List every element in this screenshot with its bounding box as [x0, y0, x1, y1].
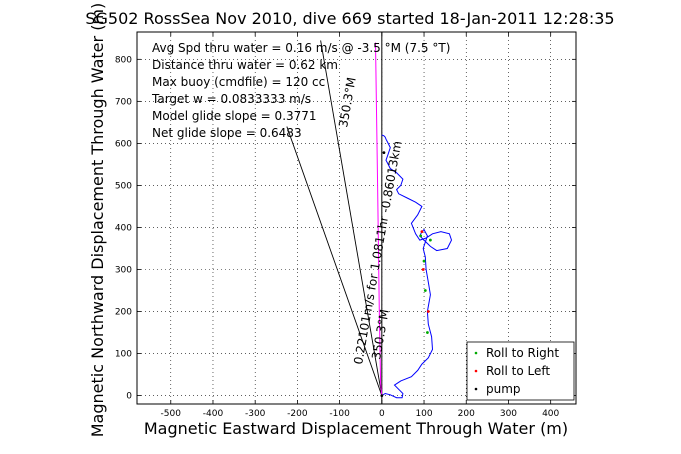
- y-tick-label: 200: [115, 308, 132, 318]
- annotation-target-w: Target w = 0.0833333 m/s: [151, 92, 311, 106]
- ticks: -500 -400 -300 -200 -100 0 100 200 300 400 0 100 200…: [115, 32, 576, 419]
- markers: [380, 151, 432, 397]
- x-tick-label: -500: [161, 409, 182, 419]
- y-tick-label: 500: [115, 181, 132, 191]
- marker-roll-left: [421, 268, 425, 271]
- x-tick-label: 400: [542, 409, 559, 419]
- legend-pump: pump: [486, 382, 521, 396]
- marker-pump: [380, 394, 384, 397]
- legend-roll-left: Roll to Left: [486, 364, 550, 378]
- legend-marker-roll-right: [474, 351, 478, 355]
- annotation-model-glide: Model glide slope = 0.3771: [152, 109, 317, 123]
- vectors: [286, 40, 383, 396]
- x-tick-label: -400: [203, 409, 224, 419]
- marker-roll-left: [426, 310, 430, 313]
- y-tick-label: 300: [115, 265, 132, 275]
- x-tick-label: -300: [245, 409, 266, 419]
- annotation-max-buoy: Max buoy (cmdfile) = 120 cc: [152, 75, 325, 89]
- current-vector: [320, 40, 383, 396]
- legend: Roll to Right Roll to Left pump: [466, 341, 575, 401]
- y-axis-label: Magnetic Northward Displacement Through …: [88, 3, 107, 438]
- marker-roll-right: [423, 289, 427, 292]
- x-tick-label: 200: [458, 409, 475, 419]
- annotation-avg-speed: Avg Spd thru water = 0.16 m/s @ -3.5 °M …: [152, 41, 450, 55]
- marker-roll-right: [419, 234, 423, 238]
- legend-marker-pump: [474, 387, 478, 391]
- x-tick-label: 100: [415, 409, 432, 419]
- x-axis-label: Magnetic Eastward Displacement Through W…: [144, 419, 568, 438]
- marker-roll-left: [420, 230, 424, 234]
- y-tick-label: 0: [126, 392, 132, 402]
- series: [375, 42, 453, 399]
- legend-box: [466, 341, 575, 401]
- legend-roll-right: Roll to Right: [486, 346, 559, 360]
- marker-pump: [382, 151, 386, 155]
- y-tick-label: 100: [115, 350, 132, 360]
- y-tick-label: 600: [115, 139, 132, 149]
- marker-roll-right: [422, 259, 426, 263]
- series-current-track: [375, 42, 383, 396]
- y-tick-label: 700: [115, 97, 132, 107]
- legend-marker-roll-left: [474, 369, 478, 373]
- x-tick-label: 300: [500, 409, 517, 419]
- y-tick-label: 400: [115, 223, 132, 233]
- x-tick-label: 0: [379, 409, 385, 419]
- y-tick-label: 800: [115, 55, 132, 65]
- x-tick-label: -200: [287, 409, 308, 419]
- series-track: [381, 134, 453, 399]
- annotation-net-glide: Net glide slope = 0.6483: [152, 126, 302, 140]
- annotations: Avg Spd thru water = 0.16 m/s @ -3.5 °M …: [151, 41, 450, 140]
- chart-title: SG502 RossSea Nov 2010, dive 669 started…: [85, 9, 614, 28]
- annotation-distance: Distance thru water = 0.62 km: [152, 58, 338, 72]
- marker-roll-right: [426, 331, 429, 334]
- glide-vector: [286, 126, 383, 396]
- x-tick-label: -100: [329, 409, 350, 419]
- marker-roll-right: [428, 238, 432, 242]
